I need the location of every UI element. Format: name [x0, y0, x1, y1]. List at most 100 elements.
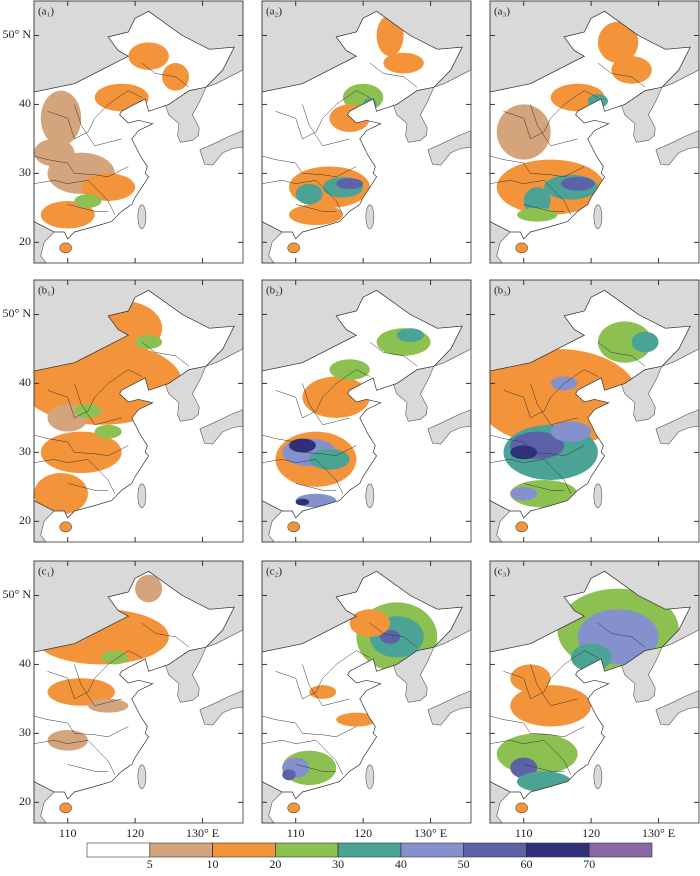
- province-border: [141, 62, 190, 88]
- coastline: [33, 10, 235, 240]
- precip-patch: [81, 173, 136, 201]
- x-tick-label: 120: [582, 826, 600, 840]
- panel-frame: [489, 279, 700, 543]
- y-tick-label: 40: [19, 656, 31, 670]
- x-tick-label: 110: [515, 826, 533, 840]
- panel-frame: [489, 0, 700, 264]
- precip-patch: [510, 486, 538, 501]
- y-tick-label: 20: [19, 513, 31, 527]
- province-border: [47, 650, 142, 700]
- province-border: [523, 764, 565, 772]
- province-border: [503, 90, 598, 140]
- precip-patch: [34, 138, 75, 167]
- province-border: [489, 715, 585, 738]
- y-tick-label: 40: [19, 96, 31, 110]
- precip-patch: [597, 21, 639, 64]
- panel-frame: [33, 0, 244, 264]
- precip-patch: [282, 769, 296, 781]
- colorbar-box: [275, 842, 339, 858]
- coastline: [489, 289, 691, 519]
- taiwan: [593, 764, 603, 790]
- panel-frame: [261, 279, 472, 543]
- precip-patch: [295, 183, 323, 205]
- foreign-land: [393, 365, 435, 422]
- province-border: [141, 622, 190, 648]
- province-border: [530, 383, 578, 426]
- taiwan: [593, 483, 603, 509]
- y-tick-label: 50° N: [3, 587, 32, 601]
- taiwan: [365, 483, 375, 509]
- colorbar-label: 50: [458, 857, 470, 871]
- colorbar-box: [337, 842, 402, 858]
- precip-patch: [396, 328, 424, 343]
- panel-label: (c₁): [38, 566, 54, 578]
- precip-patch: [302, 376, 370, 418]
- province-border: [489, 739, 572, 775]
- taiwan: [137, 204, 147, 230]
- coastline: [261, 289, 463, 519]
- precip-patch: [135, 335, 163, 349]
- coastline: [489, 10, 691, 240]
- province-border: [530, 104, 578, 147]
- y-tick-label: 50° N: [3, 306, 32, 320]
- map-panel: (a₃): [489, 0, 700, 264]
- y-tick-label: 20: [19, 234, 31, 248]
- precip-patch: [516, 207, 558, 222]
- map-panel: (c₃) 110 120 130° E: [489, 560, 700, 840]
- foreign-land: [165, 646, 207, 703]
- colorbar-box: [86, 842, 151, 858]
- hainan: [287, 802, 300, 814]
- hainan: [515, 802, 528, 814]
- colorbar-box: [463, 842, 527, 858]
- y-tick-label: 40: [19, 375, 31, 389]
- precip-patch: [510, 445, 538, 460]
- colorbar-label: 60: [520, 857, 532, 871]
- colorbar-label: 30: [332, 857, 344, 871]
- x-tick-label: 130° E: [186, 826, 219, 840]
- colorbar-box: [149, 842, 213, 858]
- precip-patch: [631, 331, 659, 353]
- y-tick-label: 50° N: [3, 27, 32, 41]
- precip-patch: [523, 187, 551, 215]
- panel-label: (a₂): [266, 6, 282, 18]
- province-border: [369, 62, 418, 88]
- province-border: [261, 715, 357, 738]
- map-panel: (a₁) 20 30 40 50° N: [3, 0, 244, 264]
- foreign-land: [621, 86, 663, 143]
- precip-patch: [128, 42, 169, 70]
- foreign-land: [621, 365, 663, 422]
- province-border: [33, 434, 129, 457]
- province-border: [302, 383, 350, 426]
- province-border: [67, 204, 109, 212]
- colorbar-box: [212, 842, 276, 858]
- province-border: [489, 434, 585, 457]
- province-border: [74, 664, 122, 707]
- hainan: [287, 242, 300, 254]
- colorbar-box: [400, 842, 464, 858]
- coastline: [33, 570, 235, 800]
- province-border: [261, 458, 344, 494]
- precip-patch: [135, 574, 163, 603]
- coastline: [33, 289, 235, 519]
- panel-frame: [261, 560, 472, 824]
- precip-patch: [87, 698, 129, 713]
- taiwan: [137, 764, 147, 790]
- coastline: [261, 10, 463, 240]
- precip-patch: [336, 712, 377, 727]
- y-tick-label: 30: [19, 165, 31, 179]
- x-tick-label: 130° E: [414, 826, 447, 840]
- precip-patch: [34, 473, 88, 515]
- province-border: [67, 483, 109, 491]
- province-border: [275, 90, 370, 140]
- y-tick-label: 20: [19, 794, 31, 808]
- hainan: [287, 521, 300, 533]
- foreign-land: [621, 646, 663, 703]
- precip-patch: [510, 664, 551, 692]
- province-border: [523, 204, 565, 212]
- coastline: [489, 570, 691, 800]
- taiwan: [137, 483, 147, 509]
- hainan: [515, 521, 528, 533]
- coastline: [261, 570, 463, 800]
- x-tick-label: 130° E: [642, 826, 675, 840]
